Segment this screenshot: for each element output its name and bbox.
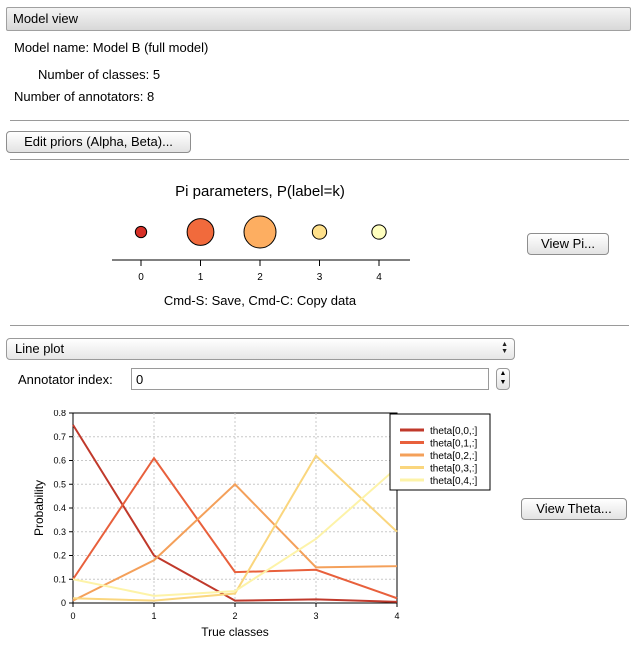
y-tick-label: 0.4 [53, 503, 66, 513]
x-tick-label: 3 [313, 611, 318, 621]
plot-type-select[interactable]: Line plot ▲ ▼ [6, 338, 515, 360]
num-classes-value: 5 [152, 67, 161, 82]
series-line [72, 424, 398, 603]
model-name-value: Model B (full model) [92, 40, 209, 55]
header-title: Model view [13, 11, 79, 26]
annotator-index-label: Annotator index: [18, 372, 113, 387]
legend-box [389, 413, 491, 491]
y-tick-label: 0.6 [53, 456, 66, 466]
legend-label: theta[0,4,:] [430, 476, 477, 487]
theta-line-chart: 0 0.1 0.2 0.3 0.4 0.5 0.6 0.7 0.8 0 1 2 3 4 True cla… [32, 410, 491, 639]
y-tick-label: 0.8 [53, 410, 66, 418]
divider [10, 325, 629, 326]
pi-chart-hint: Cmd-S: Save, Cmd-C: Copy data [164, 293, 357, 308]
num-classes-row: Number of classes: 5 [38, 67, 160, 82]
legend-label: theta[0,3,:] [430, 464, 477, 475]
series-line [72, 466, 398, 597]
annotator-index-input[interactable] [131, 368, 489, 390]
pi-tick-label: 3 [317, 272, 323, 283]
series-line [72, 456, 398, 600]
num-annotators-label: Number of annotators: [14, 89, 144, 104]
y-tick-label: 0.5 [53, 479, 66, 489]
pi-chart-title: Pi parameters, P(label=k) [175, 183, 345, 200]
num-annotators-row: Number of annotators: 8 [14, 89, 154, 104]
stepper-down-icon[interactable]: ▼ [499, 379, 507, 386]
divider [10, 159, 629, 160]
divider [10, 120, 629, 121]
y-tick-label: 0 [61, 598, 66, 608]
y-tick-label: 0.3 [53, 527, 66, 537]
pi-bubble [311, 224, 328, 240]
stepper-up-icon[interactable]: ▲ [499, 370, 507, 377]
legend-label: theta[0,2,:] [430, 451, 477, 462]
legend-label: theta[0,1,:] [430, 439, 477, 450]
x-tick-label: 1 [151, 611, 156, 621]
x-axis-label: True classes [201, 625, 269, 639]
y-tick-label: 0.2 [53, 551, 66, 561]
plot-type-selected: Line plot [15, 341, 65, 356]
x-tick-label: 0 [70, 611, 75, 621]
view-theta-button[interactable]: View Theta... [521, 498, 627, 520]
select-arrows-icon: ▲ ▼ [501, 341, 508, 355]
y-tick-label: 0.7 [53, 432, 66, 442]
pi-bubble [371, 224, 387, 240]
pi-tick-label: 2 [257, 272, 263, 283]
model-name-row: Model name: Model B (full model) [14, 40, 208, 55]
x-tick-label: 4 [394, 611, 399, 621]
num-annotators-value: 8 [146, 89, 155, 104]
pi-bubble [186, 218, 215, 246]
pi-bubble-chart: Pi parameters, P(label=k) 0 1 2 3 4 Cmd-S: S… [112, 183, 410, 308]
pi-tick-label: 0 [138, 272, 144, 283]
series-line [72, 454, 398, 602]
annotator-index-stepper[interactable]: ▲ ▼ [496, 368, 510, 390]
x-tick-label: 2 [232, 611, 237, 621]
series-line [72, 482, 398, 602]
pi-bubble [134, 225, 148, 239]
model-view-header: Model view [6, 7, 631, 31]
num-classes-label: Number of classes: [38, 67, 150, 82]
pi-tick-label: 1 [198, 272, 204, 283]
pi-tick-label: 4 [376, 272, 382, 283]
y-tick-label: 0.1 [53, 574, 66, 584]
view-pi-button[interactable]: View Pi... [527, 233, 609, 255]
y-axis-label: Probability [32, 480, 46, 536]
legend-label: theta[0,0,:] [430, 426, 477, 437]
edit-priors-button[interactable]: Edit priors (Alpha, Beta)... [6, 131, 191, 153]
pi-bubble [243, 215, 277, 249]
model-name-label: Model name: [14, 40, 90, 55]
